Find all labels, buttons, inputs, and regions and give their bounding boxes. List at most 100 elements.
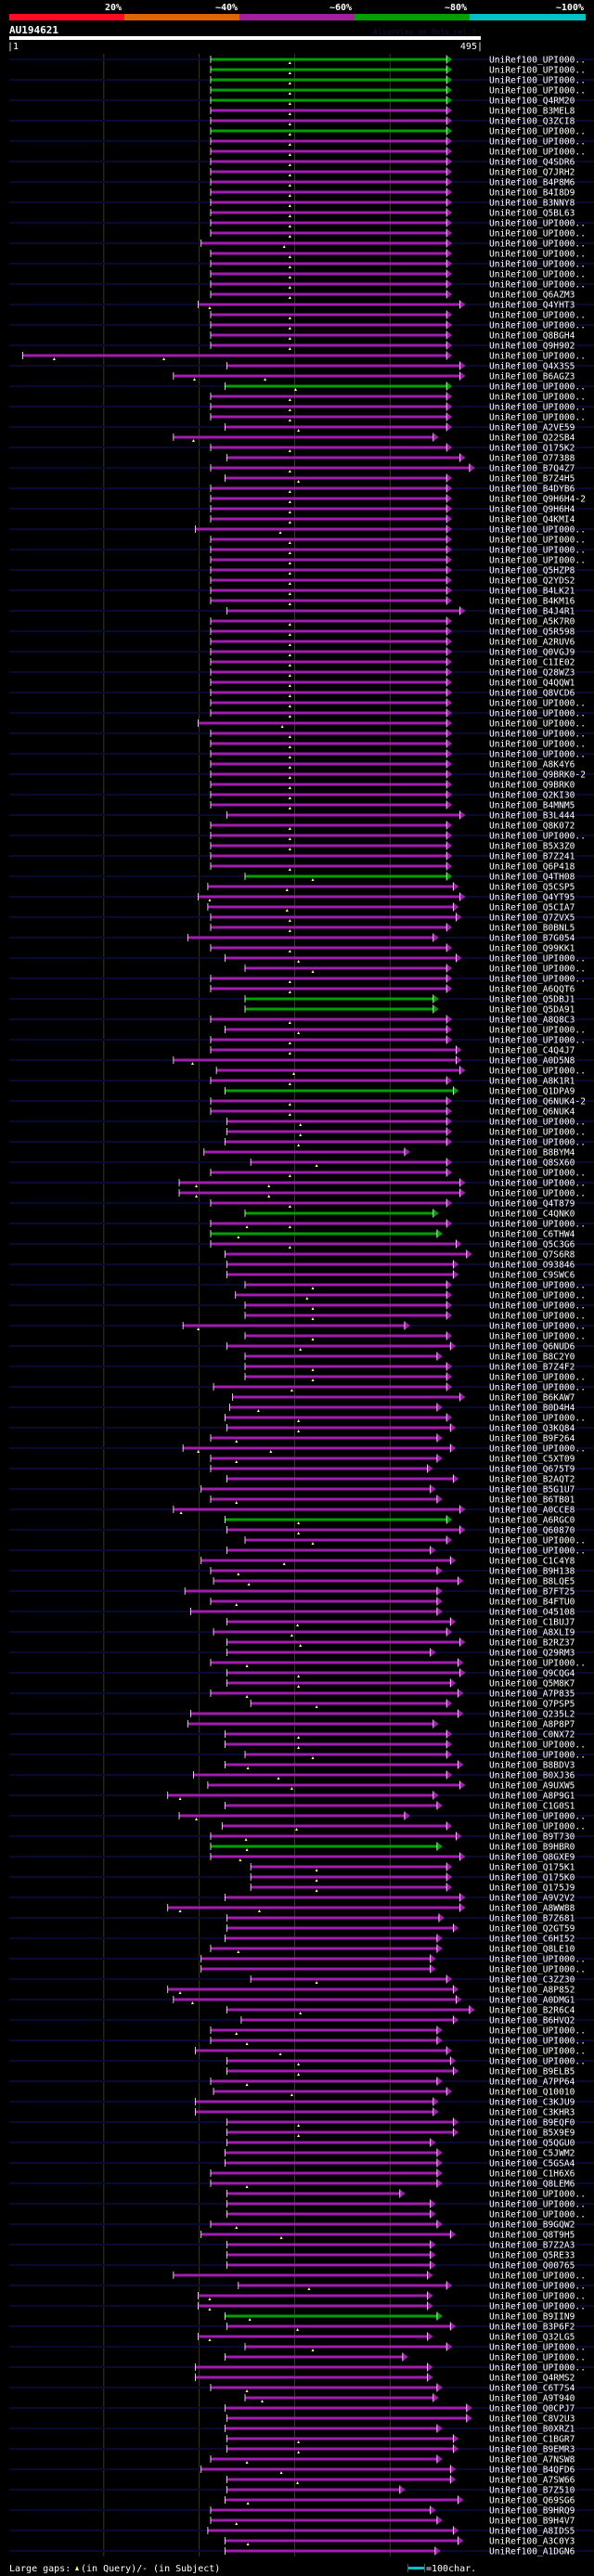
hit-label[interactable]: UniRef100_A8WW88: [489, 1904, 575, 1914]
alignment-row[interactable]: UniRef100_Q22SB4: [173, 433, 575, 444]
hit-bar[interactable]: [200, 2233, 452, 2236]
alignment-row[interactable]: UniRef100_UPI000..: [210, 279, 586, 291]
alignment-row[interactable]: UniRef100_UPI000..: [238, 2281, 586, 2292]
hit-label[interactable]: UniRef100_UPI000..: [489, 1291, 586, 1301]
hit-label[interactable]: UniRef100_B9H138: [489, 1567, 575, 1577]
alignment-row[interactable]: UniRef100_B3L444: [226, 810, 575, 822]
hit-bar[interactable]: [210, 946, 448, 950]
hit-bar[interactable]: [210, 160, 448, 163]
alignment-row[interactable]: UniRef100_Q4RM20: [210, 96, 575, 107]
hit-label[interactable]: UniRef100_UPI000..: [489, 1312, 586, 1322]
hit-bar[interactable]: [251, 1160, 448, 1164]
alignment-row[interactable]: UniRef100_Q5CSP5: [207, 882, 575, 893]
alignment-row[interactable]: UniRef100_UPI000..: [182, 1443, 586, 1455]
hit-label[interactable]: UniRef100_UPI000..: [489, 1169, 586, 1179]
hit-bar[interactable]: [226, 2488, 401, 2492]
hit-label[interactable]: UniRef100_UPI000..: [489, 546, 586, 556]
hit-label[interactable]: UniRef100_C1G0S1: [489, 1802, 575, 1812]
alignment-row[interactable]: UniRef100_B9EQF0: [226, 2117, 575, 2129]
alignment-row[interactable]: UniRef100_A9UXW5: [207, 1780, 575, 1792]
hit-label[interactable]: UniRef100_Q5DA91: [489, 1005, 575, 1016]
hit-label[interactable]: UniRef100_Q9H6H4: [489, 505, 575, 515]
alignment-row[interactable]: UniRef100_UPI000..: [195, 2046, 586, 2057]
alignment-row[interactable]: UniRef100_UPI000..: [200, 1964, 586, 1975]
hit-label[interactable]: UniRef100_UPI000..: [489, 1118, 586, 1128]
hit-bar[interactable]: [210, 1079, 448, 1082]
alignment-row[interactable]: UniRef100_A0CCE8: [173, 1505, 575, 1516]
hit-label[interactable]: UniRef100_Q0CPJ7: [489, 2404, 575, 2414]
alignment-row[interactable]: UniRef100_UPI000..: [225, 382, 586, 393]
hit-bar[interactable]: [210, 272, 448, 276]
hit-label[interactable]: UniRef100_B0BNL5: [489, 924, 575, 934]
hit-bar[interactable]: [213, 1630, 448, 1634]
hit-bar[interactable]: [226, 364, 461, 368]
hit-bar[interactable]: [210, 2508, 432, 2512]
hit-label[interactable]: UniRef100_Q3KQ84: [489, 1424, 575, 1434]
hit-bar[interactable]: [210, 190, 448, 194]
hit-label[interactable]: UniRef100_UPI000..: [489, 56, 586, 66]
hit-bar[interactable]: [210, 466, 471, 470]
hit-bar[interactable]: [210, 1599, 438, 1603]
hit-label[interactable]: UniRef100_UPI000..: [489, 536, 586, 546]
hit-label[interactable]: UniRef100_UPI000..: [489, 1444, 586, 1455]
alignment-row[interactable]: UniRef100_Q175J9: [250, 1883, 575, 1894]
hit-bar[interactable]: [210, 170, 448, 174]
alignment-row[interactable]: UniRef100_UPI000..: [210, 65, 586, 76]
hit-label[interactable]: UniRef100_B8C2Y0: [489, 1353, 575, 1363]
hit-bar[interactable]: [245, 1211, 434, 1215]
alignment-row[interactable]: UniRef100_Q7S6R8: [225, 1249, 575, 1261]
alignment-row[interactable]: UniRef100_C5JWM2: [225, 2148, 575, 2159]
hit-label[interactable]: UniRef100_B6KAW7: [489, 1393, 575, 1404]
alignment-row[interactable]: UniRef100_B0XRZ1: [225, 2424, 575, 2435]
hit-bar[interactable]: [210, 864, 448, 868]
hit-bar[interactable]: [210, 834, 448, 837]
alignment-row[interactable]: UniRef100_C6T7S4: [210, 2383, 575, 2394]
hit-label[interactable]: UniRef100_Q5C3G6: [489, 1240, 575, 1250]
hit-bar[interactable]: [210, 1048, 458, 1052]
hit-label[interactable]: UniRef100_UPI000..: [489, 2190, 586, 2200]
hit-label[interactable]: UniRef100_Q4YHT3: [489, 301, 575, 311]
hit-bar[interactable]: [225, 2314, 438, 2318]
hit-label[interactable]: UniRef100_Q5BL63: [489, 209, 575, 219]
alignment-row[interactable]: UniRef100_UPI000..: [178, 1811, 586, 1822]
hit-bar[interactable]: [213, 1579, 459, 1583]
hit-bar[interactable]: [225, 1089, 455, 1093]
hit-label[interactable]: UniRef100_UPI000..: [489, 280, 586, 291]
alignment-row[interactable]: UniRef100_B7Z241: [210, 851, 575, 862]
hit-bar[interactable]: [179, 1814, 406, 1818]
hit-label[interactable]: UniRef100_B4MNM5: [489, 801, 575, 811]
alignment-row[interactable]: UniRef100_Q175K0: [250, 1872, 575, 1883]
alignment-row[interactable]: UniRef100_UPI000..: [226, 2199, 586, 2210]
alignment-row[interactable]: UniRef100_B4LK21: [210, 586, 575, 597]
hit-bar[interactable]: [210, 629, 448, 633]
alignment-row[interactable]: UniRef100_B7Q4Z7: [210, 463, 575, 474]
hit-bar[interactable]: [179, 1181, 461, 1184]
hit-bar[interactable]: [226, 1681, 452, 1685]
hit-bar[interactable]: [210, 2028, 438, 2032]
hit-bar[interactable]: [210, 1855, 461, 1858]
hit-bar[interactable]: [190, 1610, 438, 1613]
hit-bar[interactable]: [226, 2130, 455, 2134]
hit-bar[interactable]: [225, 1732, 448, 1736]
alignment-row[interactable]: UniRef100_Q5CIA7: [207, 902, 575, 913]
alignment-row[interactable]: UniRef100_B2RZ37: [226, 1638, 575, 1649]
alignment-row[interactable]: UniRef100_B8BYM4: [203, 1147, 575, 1159]
hit-label[interactable]: UniRef100_Q8GXE9: [489, 1853, 575, 1863]
hit-label[interactable]: UniRef100_Q4RMS2: [489, 2374, 575, 2384]
alignment-row[interactable]: UniRef100_C9SWC6: [226, 1270, 575, 1281]
alignment-row[interactable]: UniRef100_Q4YT95: [198, 892, 575, 903]
hit-bar[interactable]: [226, 2008, 471, 2012]
hit-bar[interactable]: [225, 2355, 404, 2359]
hit-bar[interactable]: [210, 2039, 438, 2042]
alignment-row[interactable]: UniRef100_Q9H6H4: [210, 504, 575, 515]
hit-label[interactable]: UniRef100_Q5M8K7: [489, 1679, 575, 1689]
hit-bar[interactable]: [210, 405, 448, 408]
hit-label[interactable]: UniRef100_A2VE59: [489, 423, 575, 434]
alignment-row[interactable]: UniRef100_B3P6F2: [226, 2322, 575, 2333]
hit-bar[interactable]: [187, 1722, 434, 1726]
hit-bar[interactable]: [226, 1620, 452, 1624]
hit-bar[interactable]: [187, 936, 434, 939]
hit-bar[interactable]: [210, 292, 448, 296]
hit-bar[interactable]: [173, 435, 434, 439]
hit-label[interactable]: UniRef100_UPI000..: [489, 1026, 586, 1036]
